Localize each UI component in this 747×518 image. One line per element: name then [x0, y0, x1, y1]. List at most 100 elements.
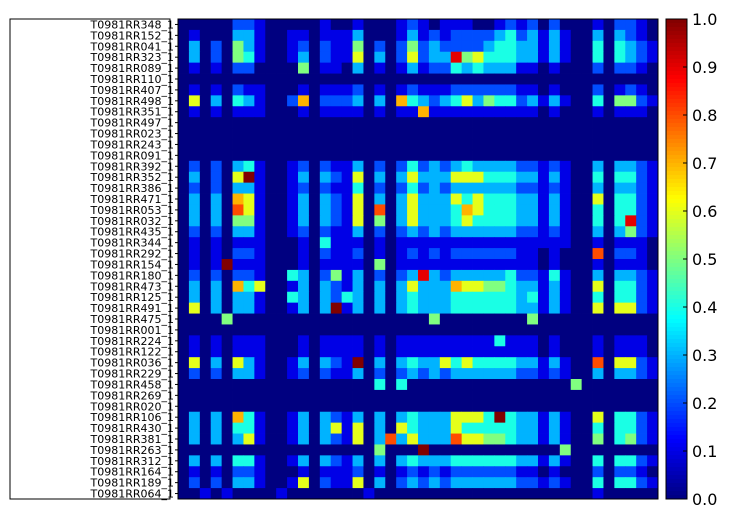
heatmap-cell — [439, 488, 452, 500]
heatmap-cells — [178, 19, 659, 500]
heatmap-cell — [636, 40, 648, 53]
heatmap-cell — [243, 379, 255, 391]
heatmap-cell — [570, 215, 583, 227]
heatmap-cell — [592, 248, 604, 260]
heatmap-cell — [461, 51, 473, 64]
heatmap-cell — [461, 433, 473, 445]
heatmap-cell — [636, 19, 648, 31]
heatmap-cell — [548, 335, 561, 347]
heatmap-cell — [407, 117, 419, 129]
heatmap-cell — [178, 73, 190, 85]
heatmap-cell — [418, 433, 430, 445]
heatmap-cell — [614, 400, 626, 413]
heatmap-cell — [570, 302, 583, 314]
heatmap-cell — [614, 335, 626, 347]
heatmap-cell — [232, 95, 244, 107]
heatmap-cell — [254, 73, 266, 85]
heatmap-cell — [243, 19, 255, 31]
heatmap-cell — [581, 19, 593, 31]
heatmap-cell — [418, 422, 430, 434]
heatmap-cell — [483, 160, 495, 173]
heatmap-cell — [461, 488, 473, 500]
heatmap-cell — [396, 466, 408, 478]
heatmap-cell — [505, 259, 517, 271]
heatmap-cell — [418, 357, 430, 369]
heatmap-cell — [439, 215, 452, 227]
heatmap-cell — [199, 259, 212, 271]
heatmap-cell — [243, 259, 255, 271]
heatmap-cell — [199, 160, 212, 173]
heatmap-cell — [210, 324, 223, 336]
heatmap-cell — [570, 204, 583, 216]
row-tick-label: T0981RR189_1 — [90, 477, 175, 490]
heatmap-cell — [352, 379, 364, 391]
heatmap-cell — [308, 160, 321, 173]
heatmap-cell — [298, 160, 310, 173]
heatmap-cell — [221, 51, 233, 64]
heatmap-cell — [308, 269, 321, 282]
heatmap-cell — [647, 379, 659, 391]
heatmap-cell — [505, 269, 517, 282]
heatmap-cell — [581, 280, 593, 293]
colorbar-gradient-slice — [666, 91, 687, 96]
heatmap-cell — [647, 106, 659, 118]
heatmap-cell — [243, 237, 255, 249]
heatmap-cell — [243, 346, 255, 358]
heatmap-cell — [352, 466, 364, 478]
heatmap-cell — [396, 269, 408, 282]
colorbar-gradient-slice — [666, 131, 687, 136]
heatmap-cell — [428, 171, 441, 184]
heatmap-cell — [188, 379, 201, 391]
heatmap-cell — [418, 171, 430, 184]
heatmap-cell — [363, 51, 375, 64]
heatmap-cell — [330, 51, 343, 64]
heatmap-cell — [647, 346, 659, 358]
heatmap-cell — [636, 335, 648, 347]
heatmap-cell — [243, 226, 255, 238]
heatmap-cell — [232, 346, 244, 358]
heatmap-cell — [625, 215, 637, 227]
colorbar-gradient-slice — [666, 151, 687, 156]
heatmap-cell — [559, 455, 572, 467]
heatmap-cell — [527, 346, 539, 358]
heatmap-cell — [178, 444, 190, 456]
heatmap-cell — [494, 84, 506, 96]
heatmap-cell — [647, 335, 659, 347]
heatmap-cell — [243, 51, 255, 64]
row-tick-label: T0981RR352_1 — [90, 171, 175, 184]
heatmap-cell — [483, 302, 495, 314]
heatmap-cell — [330, 95, 343, 107]
heatmap-cell — [287, 226, 299, 238]
heatmap-cell — [287, 193, 299, 205]
heatmap-cell — [254, 455, 266, 467]
heatmap-cell — [188, 269, 201, 282]
heatmap-cell — [461, 149, 473, 162]
heatmap-cell — [592, 128, 604, 140]
heatmap-cell — [363, 313, 375, 325]
heatmap-cell — [178, 226, 190, 238]
heatmap-cell — [428, 237, 441, 249]
heatmap-cell — [461, 291, 473, 304]
heatmap-cell — [614, 422, 626, 434]
heatmap-cell — [341, 259, 353, 271]
heatmap-cell — [396, 226, 408, 238]
heatmap-cell — [548, 215, 561, 227]
heatmap-cell — [494, 313, 506, 325]
heatmap-cell — [298, 95, 310, 107]
heatmap-cell — [319, 346, 332, 358]
heatmap-cell — [254, 269, 266, 282]
row-tick-label: T0981RR229_1 — [90, 368, 175, 381]
heatmap-cell — [450, 73, 463, 85]
heatmap-cell — [287, 466, 299, 478]
heatmap-cell — [308, 488, 321, 500]
heatmap-cell — [178, 379, 190, 391]
heatmap-cell — [570, 160, 583, 173]
heatmap-cell — [352, 171, 364, 184]
heatmap-cell — [199, 193, 212, 205]
heatmap-cell — [450, 291, 463, 304]
heatmap-cell — [592, 357, 604, 369]
heatmap-cell — [418, 40, 430, 53]
row-tick-label: T0981RR122_1 — [90, 346, 175, 359]
heatmap-cell — [308, 324, 321, 336]
colorbar-gradient-slice — [666, 283, 687, 288]
